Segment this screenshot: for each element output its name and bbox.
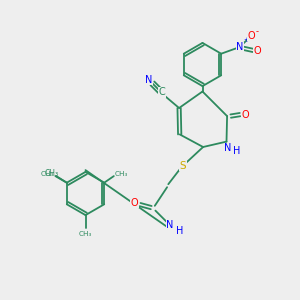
Text: N: N [145, 75, 152, 85]
Text: CH₃: CH₃ [45, 169, 59, 178]
Text: C: C [159, 87, 165, 98]
Text: N: N [236, 42, 244, 52]
Text: -: - [256, 28, 259, 37]
Text: H: H [176, 226, 183, 236]
Text: O: O [254, 46, 261, 56]
Text: O: O [131, 198, 139, 208]
Text: CH₃: CH₃ [115, 171, 128, 177]
Text: N: N [224, 143, 232, 153]
Text: CH₃: CH₃ [79, 231, 92, 237]
Text: O: O [248, 31, 255, 41]
Text: S: S [179, 160, 186, 171]
Text: O: O [242, 110, 249, 120]
Text: +: + [244, 38, 249, 44]
Text: CH₃: CH₃ [41, 171, 54, 177]
Text: N: N [167, 220, 174, 230]
Text: H: H [233, 146, 241, 156]
